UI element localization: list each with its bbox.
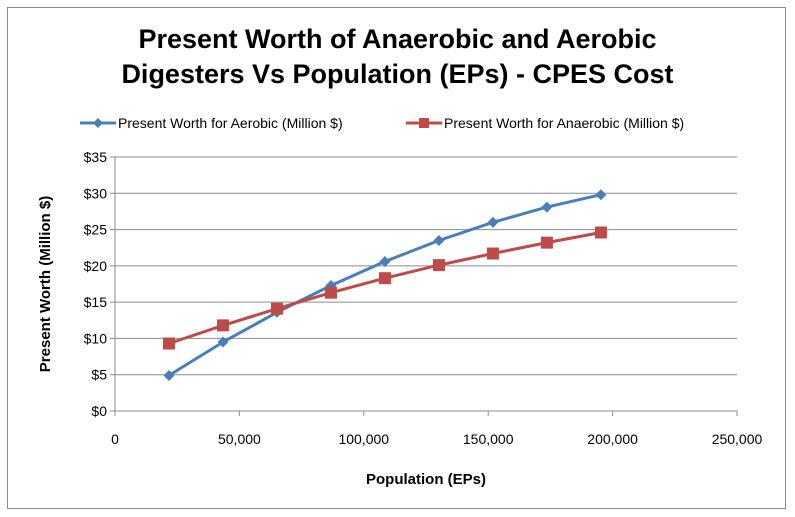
data-point xyxy=(378,272,391,285)
chart-legend: Present Worth for Aerobic (Million $) Pr… xyxy=(0,112,795,134)
gridlines xyxy=(115,156,737,376)
y-tick-label: $10 xyxy=(84,330,108,346)
chart-title-line-2: Digesters Vs Population (EPs) - CPES Cos… xyxy=(121,59,674,89)
y-tick-label: $15 xyxy=(84,294,108,310)
legend-swatch-anaerobic xyxy=(406,118,442,128)
y-axis-label: Present Worth (Million $) xyxy=(37,196,54,372)
data-point xyxy=(324,286,337,299)
series-group xyxy=(162,189,607,381)
data-point xyxy=(595,189,607,201)
legend-entry-anaerobic: Present Worth for Anaerobic (Million $) xyxy=(406,112,684,134)
legend-swatch-aerobic xyxy=(80,118,116,128)
data-point xyxy=(163,369,175,381)
data-point xyxy=(594,226,607,239)
data-point xyxy=(162,337,175,350)
data-point xyxy=(217,336,229,348)
chart-title-line-1: Present Worth of Anaerobic and Aerobic xyxy=(138,24,657,54)
y-tick-label: $30 xyxy=(84,185,108,201)
y-tick-labels: $0 $5 $10 $15 $20 $25 $30 $35 xyxy=(84,149,108,419)
data-point xyxy=(541,201,553,213)
x-tick-label: 200,000 xyxy=(587,431,638,447)
y-tick-label: $25 xyxy=(84,222,108,238)
data-point xyxy=(270,302,283,315)
axes xyxy=(110,156,738,416)
data-point xyxy=(486,247,499,260)
x-axis-label: Population (EPs) xyxy=(366,471,486,488)
legend-label-anaerobic: Present Worth for Anaerobic (Million $) xyxy=(444,115,685,131)
series-line xyxy=(168,231,602,345)
data-point xyxy=(216,319,229,332)
series-aerobic xyxy=(163,189,607,381)
x-tick-label: 250,000 xyxy=(712,431,763,447)
y-tick-label: $35 xyxy=(84,149,108,165)
series-line xyxy=(168,193,602,377)
y-tick-label: $5 xyxy=(91,367,107,383)
chart-title: Present Worth of Anaerobic and Aerobic D… xyxy=(0,22,795,92)
legend-entry-aerobic: Present Worth for Aerobic (Million $) xyxy=(80,112,343,134)
x-tick-label: 150,000 xyxy=(463,431,514,447)
x-tick-label: 50,000 xyxy=(218,431,261,447)
x-tick-label: 100,000 xyxy=(338,431,389,447)
y-tick-label: $0 xyxy=(91,403,107,419)
data-point xyxy=(433,234,445,246)
series-anaerobic xyxy=(162,226,607,350)
data-point xyxy=(432,259,445,272)
data-point xyxy=(487,216,499,228)
y-tick-label: $20 xyxy=(84,258,108,274)
data-point xyxy=(540,236,553,249)
x-tick-label: 0 xyxy=(111,431,119,447)
x-tick-labels: 0 50,000 100,000 150,000 200,000 250,000 xyxy=(111,431,762,447)
legend-label-aerobic: Present Worth for Aerobic (Million $) xyxy=(118,115,343,131)
data-point xyxy=(379,256,391,268)
